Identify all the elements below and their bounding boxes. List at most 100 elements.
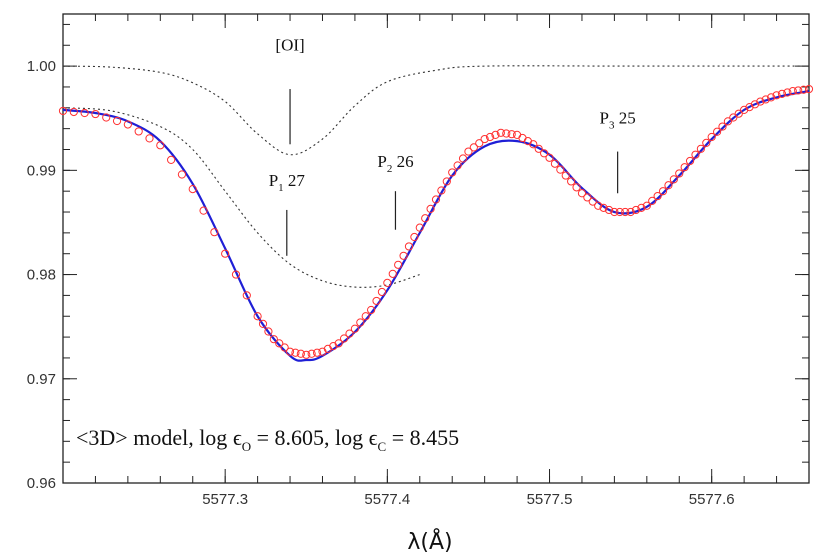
observed-point (658, 187, 668, 196)
data-series (58, 65, 814, 362)
observed-point (80, 108, 89, 118)
observed-point (415, 223, 424, 232)
observed-point (356, 318, 365, 327)
observed-point (156, 141, 165, 150)
y-tick-label: 0.96 (27, 475, 56, 492)
observed-point (421, 214, 430, 223)
observed-point (529, 140, 538, 149)
y-tick-label: 0.98 (27, 267, 56, 284)
observed-point (296, 349, 305, 358)
observed-point (221, 249, 230, 258)
observed-point (458, 154, 468, 163)
observed-point (502, 129, 511, 138)
observed-point (269, 335, 278, 344)
observed-point (518, 133, 527, 143)
observed-point (167, 155, 176, 165)
observed-point (512, 130, 522, 139)
observed-point (637, 203, 646, 212)
observed-point (312, 348, 322, 357)
model-label-prefix: <3D> model, log (76, 425, 233, 450)
observed-point (718, 122, 727, 131)
observed-point (561, 171, 570, 180)
observed-point (388, 269, 397, 278)
observed-point (788, 87, 797, 96)
observed-point (799, 85, 808, 94)
observed-point (372, 296, 381, 306)
observed-point (199, 206, 208, 215)
observed-point (404, 242, 414, 251)
observed-point (723, 117, 733, 126)
observed-point (285, 347, 295, 356)
observed-point (729, 113, 738, 122)
observed-point (469, 143, 478, 152)
observed-point (496, 128, 505, 137)
observed-point (626, 207, 635, 217)
observed-point (102, 113, 111, 122)
line-annotations: [OI] P1 27 P2 26 P3 25 (269, 35, 636, 256)
observed-point (464, 147, 473, 156)
observed-point (702, 138, 711, 147)
y-tick-label: 1.00 (27, 58, 56, 75)
observed-point (431, 195, 441, 204)
observed-point (367, 305, 376, 315)
observed-point (556, 165, 565, 174)
observed-point (648, 196, 657, 206)
observed-point (615, 207, 624, 217)
observed-point (410, 232, 419, 242)
observed-point (610, 207, 619, 217)
observed-point (631, 205, 641, 215)
dotted-line-series-1 (62, 107, 420, 288)
x-tick-label: 5577.6 (689, 491, 735, 508)
observed-point (707, 132, 716, 142)
observed-point (767, 93, 776, 102)
observed-circles-series (58, 84, 814, 359)
observed-point (572, 183, 581, 192)
observed-point (437, 186, 446, 195)
observed-point (377, 287, 387, 297)
observed-point (642, 201, 651, 210)
observed-point (550, 159, 560, 168)
observed-point (69, 107, 78, 117)
epsilon-c-subscript: C (378, 439, 387, 454)
observed-point (442, 177, 451, 186)
observed-point (112, 116, 122, 126)
observed-point (242, 291, 251, 300)
observed-point (567, 177, 576, 186)
axis-tick-labels: 5577.3 5577.4 5577.5 5577.6 0.96 0.97 0.98 0.99… (27, 58, 735, 508)
model-line-series (62, 90, 810, 362)
observed-point (685, 156, 695, 166)
observed-point (545, 153, 554, 162)
x-tick-label: 5577.3 (202, 491, 248, 508)
observed-point (577, 189, 587, 198)
observed-point (485, 132, 495, 142)
annotation-label-oi: [OI] (275, 35, 304, 54)
observed-point (756, 97, 765, 106)
dotted-line-series-0 (62, 65, 809, 156)
observed-point (210, 228, 219, 237)
observed-point (453, 161, 462, 170)
observed-point (669, 175, 678, 184)
observed-point (264, 327, 273, 336)
axis-ticks (62, 14, 810, 484)
y-tick-label: 0.97 (27, 371, 56, 388)
observed-point (761, 95, 770, 104)
plot-frame (62, 13, 810, 484)
observed-point (302, 350, 311, 359)
observed-point (399, 251, 408, 260)
annotation-label-p1: P1 27 (269, 171, 306, 194)
observed-point (231, 270, 241, 279)
observed-point (334, 339, 343, 348)
observed-point (258, 319, 268, 328)
epsilon-o-subscript: O (242, 439, 251, 454)
epsilon-o-symbol: ϵ (233, 425, 242, 450)
observed-point (307, 349, 316, 358)
observed-point (275, 339, 284, 348)
x-axis-label: λ(Å) (407, 528, 452, 555)
annotation-label-p3: P3 25 (600, 108, 636, 131)
observed-point (475, 139, 484, 148)
epsilon-c-symbol: ϵ (369, 425, 378, 450)
observed-point (507, 130, 516, 139)
observed-point (361, 312, 370, 321)
observed-point (583, 193, 592, 202)
